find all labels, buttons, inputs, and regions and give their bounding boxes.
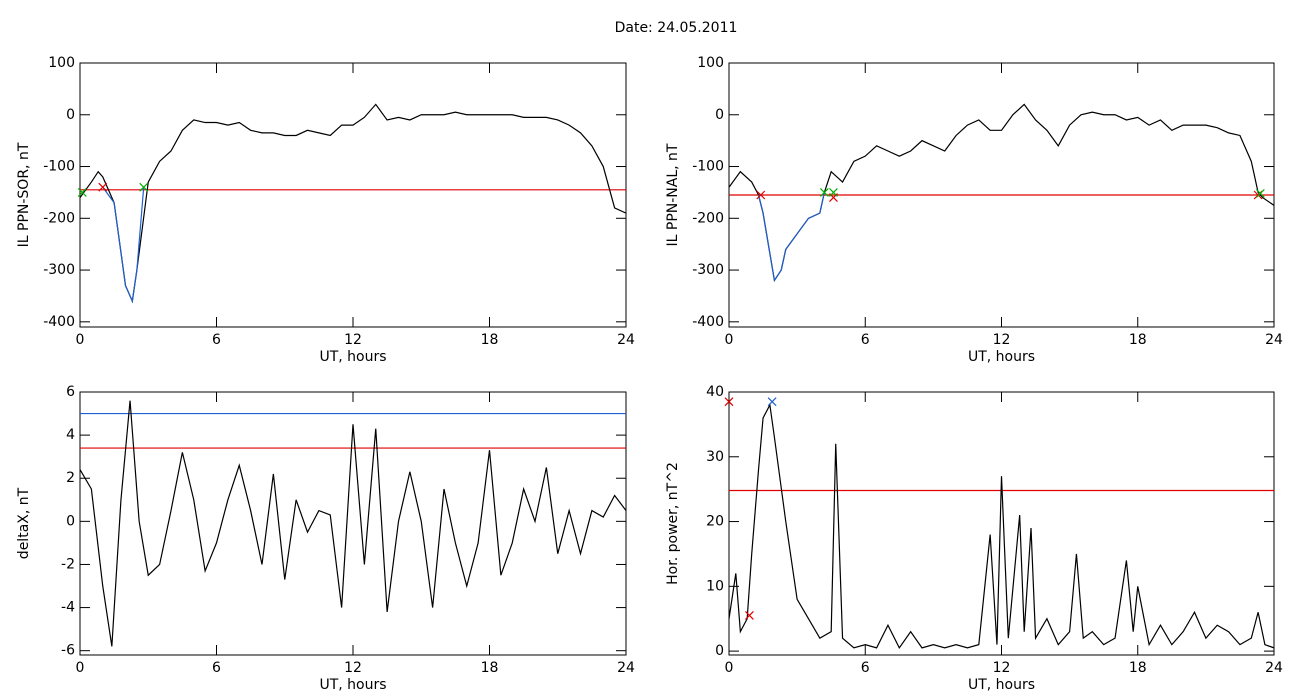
y-tick-label: -100 (692, 159, 724, 175)
x-tick-label: 18 (481, 660, 499, 676)
y-tick-label: 40 (706, 384, 724, 400)
y-tick-label: -300 (43, 262, 75, 278)
y-tick-label: 0 (715, 107, 724, 123)
marker (1255, 189, 1265, 198)
data-line (757, 192, 825, 283)
plot-frame (79, 62, 627, 328)
y-tick-label: -400 (692, 314, 724, 330)
panel: 0 6 12 18 24 -400 -300 -200 -100 0 100 UT, hours IL … (16, 55, 635, 365)
x-tick-label: 12 (344, 660, 362, 676)
figure-title: Date: 24.05.2011 (615, 20, 738, 36)
y-tick-label: 30 (706, 449, 724, 465)
x-tick-label: 6 (861, 332, 870, 348)
x-tick-label: 12 (344, 332, 362, 348)
y-tick-label: 0 (66, 107, 75, 123)
x-tick-label: 24 (617, 332, 635, 348)
x-tick-label: 18 (481, 332, 499, 348)
y-tick-label: 6 (66, 384, 75, 400)
x-tick-label: 0 (76, 332, 85, 348)
x-tick-label: 6 (861, 660, 870, 676)
x-tick-label: 24 (617, 660, 635, 676)
data-line (102, 186, 145, 304)
marker (767, 397, 777, 407)
y-axis-label: deltaX, nT (16, 487, 32, 559)
data-line (79, 400, 627, 647)
data-line (728, 403, 1275, 650)
x-tick-label: 0 (725, 660, 734, 676)
y-tick-label: -6 (61, 643, 75, 659)
x-tick-label: 6 (212, 660, 221, 676)
y-tick-label: 2 (66, 470, 75, 486)
data-line (728, 103, 1275, 283)
marker (756, 190, 766, 200)
marker (819, 187, 829, 197)
y-tick-label: 20 (706, 514, 724, 530)
y-tick-label: -4 (61, 600, 75, 616)
y-tick-label: -200 (43, 210, 75, 226)
x-tick-label: 18 (1129, 660, 1147, 676)
y-tick-label: 4 (66, 427, 75, 443)
y-tick-label: 0 (715, 643, 724, 659)
marker (724, 397, 734, 407)
x-axis-label: UT, hours (319, 349, 386, 365)
y-axis-label: IL PPN-NAL, nT (665, 143, 681, 246)
y-tick-label: -100 (43, 159, 75, 175)
y-tick-label: -400 (43, 314, 75, 330)
x-tick-label: 18 (1129, 332, 1147, 348)
marker (829, 187, 838, 197)
y-tick-label: 100 (697, 55, 724, 71)
y-tick-label: 10 (706, 578, 724, 594)
x-tick-label: 24 (1265, 332, 1283, 348)
marker (745, 611, 754, 620)
x-tick-label: 12 (993, 332, 1011, 348)
x-tick-label: 0 (725, 332, 734, 348)
panel: 0 6 12 18 24 0 10 20 30 40 UT, hours Hor. power, nT… (665, 384, 1283, 693)
y-tick-label: -300 (692, 262, 724, 278)
y-tick-label: -200 (692, 210, 724, 226)
x-axis-label: UT, hours (968, 677, 1035, 693)
data-line (79, 103, 627, 304)
y-axis-label: Hor. power, nT^2 (665, 462, 681, 585)
panel: 0 6 12 18 24 -400 -300 -200 -100 0 100 UT, hours IL … (665, 55, 1283, 365)
y-tick-label: 0 (66, 513, 75, 529)
y-tick-label: 100 (48, 55, 75, 71)
x-tick-label: 24 (1265, 660, 1283, 676)
y-tick-label: -2 (61, 556, 75, 572)
x-tick-label: 6 (212, 332, 221, 348)
x-axis-label: UT, hours (968, 349, 1035, 365)
x-tick-label: 0 (76, 660, 85, 676)
marker (139, 182, 149, 192)
x-axis-label: UT, hours (319, 677, 386, 693)
x-tick-label: 12 (993, 660, 1011, 676)
marker (98, 182, 108, 192)
marker (77, 187, 87, 197)
y-axis-label: IL PPN-SOR, nT (16, 142, 32, 247)
